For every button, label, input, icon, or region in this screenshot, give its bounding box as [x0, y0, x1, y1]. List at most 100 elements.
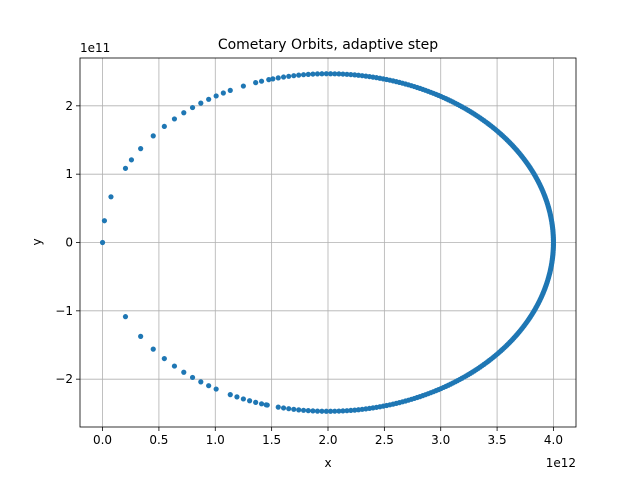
orbit-point [99, 239, 106, 246]
orbit-point [189, 104, 196, 111]
y-axis-label: y [30, 238, 44, 245]
x-tick-label: 1.5 [262, 433, 281, 447]
x-tick-label: 3.0 [431, 433, 450, 447]
orbit-point [253, 399, 259, 405]
orbit-point [161, 123, 167, 130]
orbit-point [171, 116, 178, 122]
orbit-point [171, 363, 178, 369]
orbit-point [198, 379, 204, 385]
orbit-point [344, 71, 350, 77]
x-tick-label: 4.0 [544, 433, 563, 447]
orbit-point [296, 407, 302, 413]
orbit-point [291, 406, 297, 412]
orbit-point [198, 100, 204, 106]
x-offset-label: 1e12 [546, 456, 576, 470]
orbit-point [108, 194, 114, 200]
orbit-point [101, 218, 108, 224]
x-tick-label: 2.0 [318, 433, 337, 447]
y-offset-label: 1e11 [80, 41, 110, 55]
orbit-point [150, 346, 156, 352]
orbit-point [336, 71, 342, 77]
y-tick-label: 2 [65, 99, 73, 113]
orbit-point [189, 374, 196, 381]
orbit-point [227, 392, 233, 398]
orbit-point [253, 80, 259, 86]
orbit-point [352, 72, 358, 78]
orbit-point [550, 238, 557, 244]
x-tick-label: 0.5 [149, 433, 168, 447]
orbit-point [275, 75, 281, 81]
orbit-point [332, 408, 338, 414]
x-tick-label: 0.0 [93, 433, 112, 447]
orbit-point [206, 383, 212, 389]
orbit-point [280, 74, 287, 80]
orbit-point [296, 72, 302, 78]
grid-lines [80, 58, 576, 427]
orbit-point [319, 408, 325, 414]
orbit-point [323, 71, 329, 77]
orbit-point [240, 396, 246, 402]
orbit-point [258, 78, 265, 84]
orbit-point [344, 408, 350, 414]
orbit-point [247, 398, 253, 404]
orbit-point [138, 333, 144, 339]
data-points [99, 71, 557, 414]
orbit-point [122, 165, 129, 171]
orbit-point [275, 404, 281, 410]
orbit-point [138, 146, 144, 152]
orbit-point [291, 73, 297, 79]
orbit-point [340, 408, 346, 414]
orbit-point [206, 96, 212, 102]
orbit-point [340, 71, 346, 77]
orbit-point [181, 369, 187, 375]
orbit-point [323, 408, 329, 414]
orbit-point [355, 407, 362, 413]
orbit-point [332, 71, 338, 77]
orbit-point [227, 87, 233, 93]
orbit-point [286, 73, 292, 79]
orbit-point [266, 77, 272, 83]
orbit-point [263, 402, 269, 408]
orbit-point [300, 72, 307, 78]
x-tick-label: 2.5 [375, 433, 394, 447]
orbit-point [305, 408, 311, 414]
x-axis-label: x [324, 456, 331, 470]
orbit-point [280, 405, 287, 411]
orbit-point [305, 71, 311, 77]
orbit-point [310, 71, 316, 77]
orbit-point [319, 71, 325, 77]
orbit-point [310, 408, 316, 414]
orbit-point [213, 386, 219, 392]
orbit-point [220, 90, 226, 96]
orbit-point [240, 83, 246, 89]
orbit-point [314, 408, 321, 414]
orbit-point [122, 314, 129, 320]
orbit-point [348, 407, 354, 414]
orbit-point [300, 407, 307, 413]
axis-ticks: 0.0 0.5 1.0 1.5 2.0 2.5 3.0 3.5 4.0 −2 −1 0 1 2 [55, 99, 563, 447]
y-tick-label: 1 [65, 167, 73, 181]
orbit-point [327, 408, 334, 414]
orbit-point [181, 110, 187, 116]
orbit-point [352, 407, 358, 413]
orbit-point [327, 71, 334, 77]
orbit-point [314, 71, 321, 77]
y-tick-label: 0 [65, 236, 73, 250]
x-tick-label: 1.0 [206, 433, 225, 447]
orbit-point [128, 157, 135, 163]
y-tick-label: −1 [55, 304, 73, 318]
y-tick-label: −2 [55, 372, 73, 386]
orbit-point [286, 406, 292, 412]
chart-title: Cometary Orbits, adaptive step [218, 37, 438, 53]
orbit-point [213, 93, 219, 99]
orbit-point [336, 408, 342, 414]
x-tick-label: 3.5 [488, 433, 507, 447]
orbit-point [258, 401, 265, 407]
orbit-point [348, 71, 354, 78]
orbit-point [161, 355, 167, 362]
orbit-point [150, 133, 156, 139]
orbit-point [270, 76, 276, 82]
orbit-point [234, 394, 240, 400]
